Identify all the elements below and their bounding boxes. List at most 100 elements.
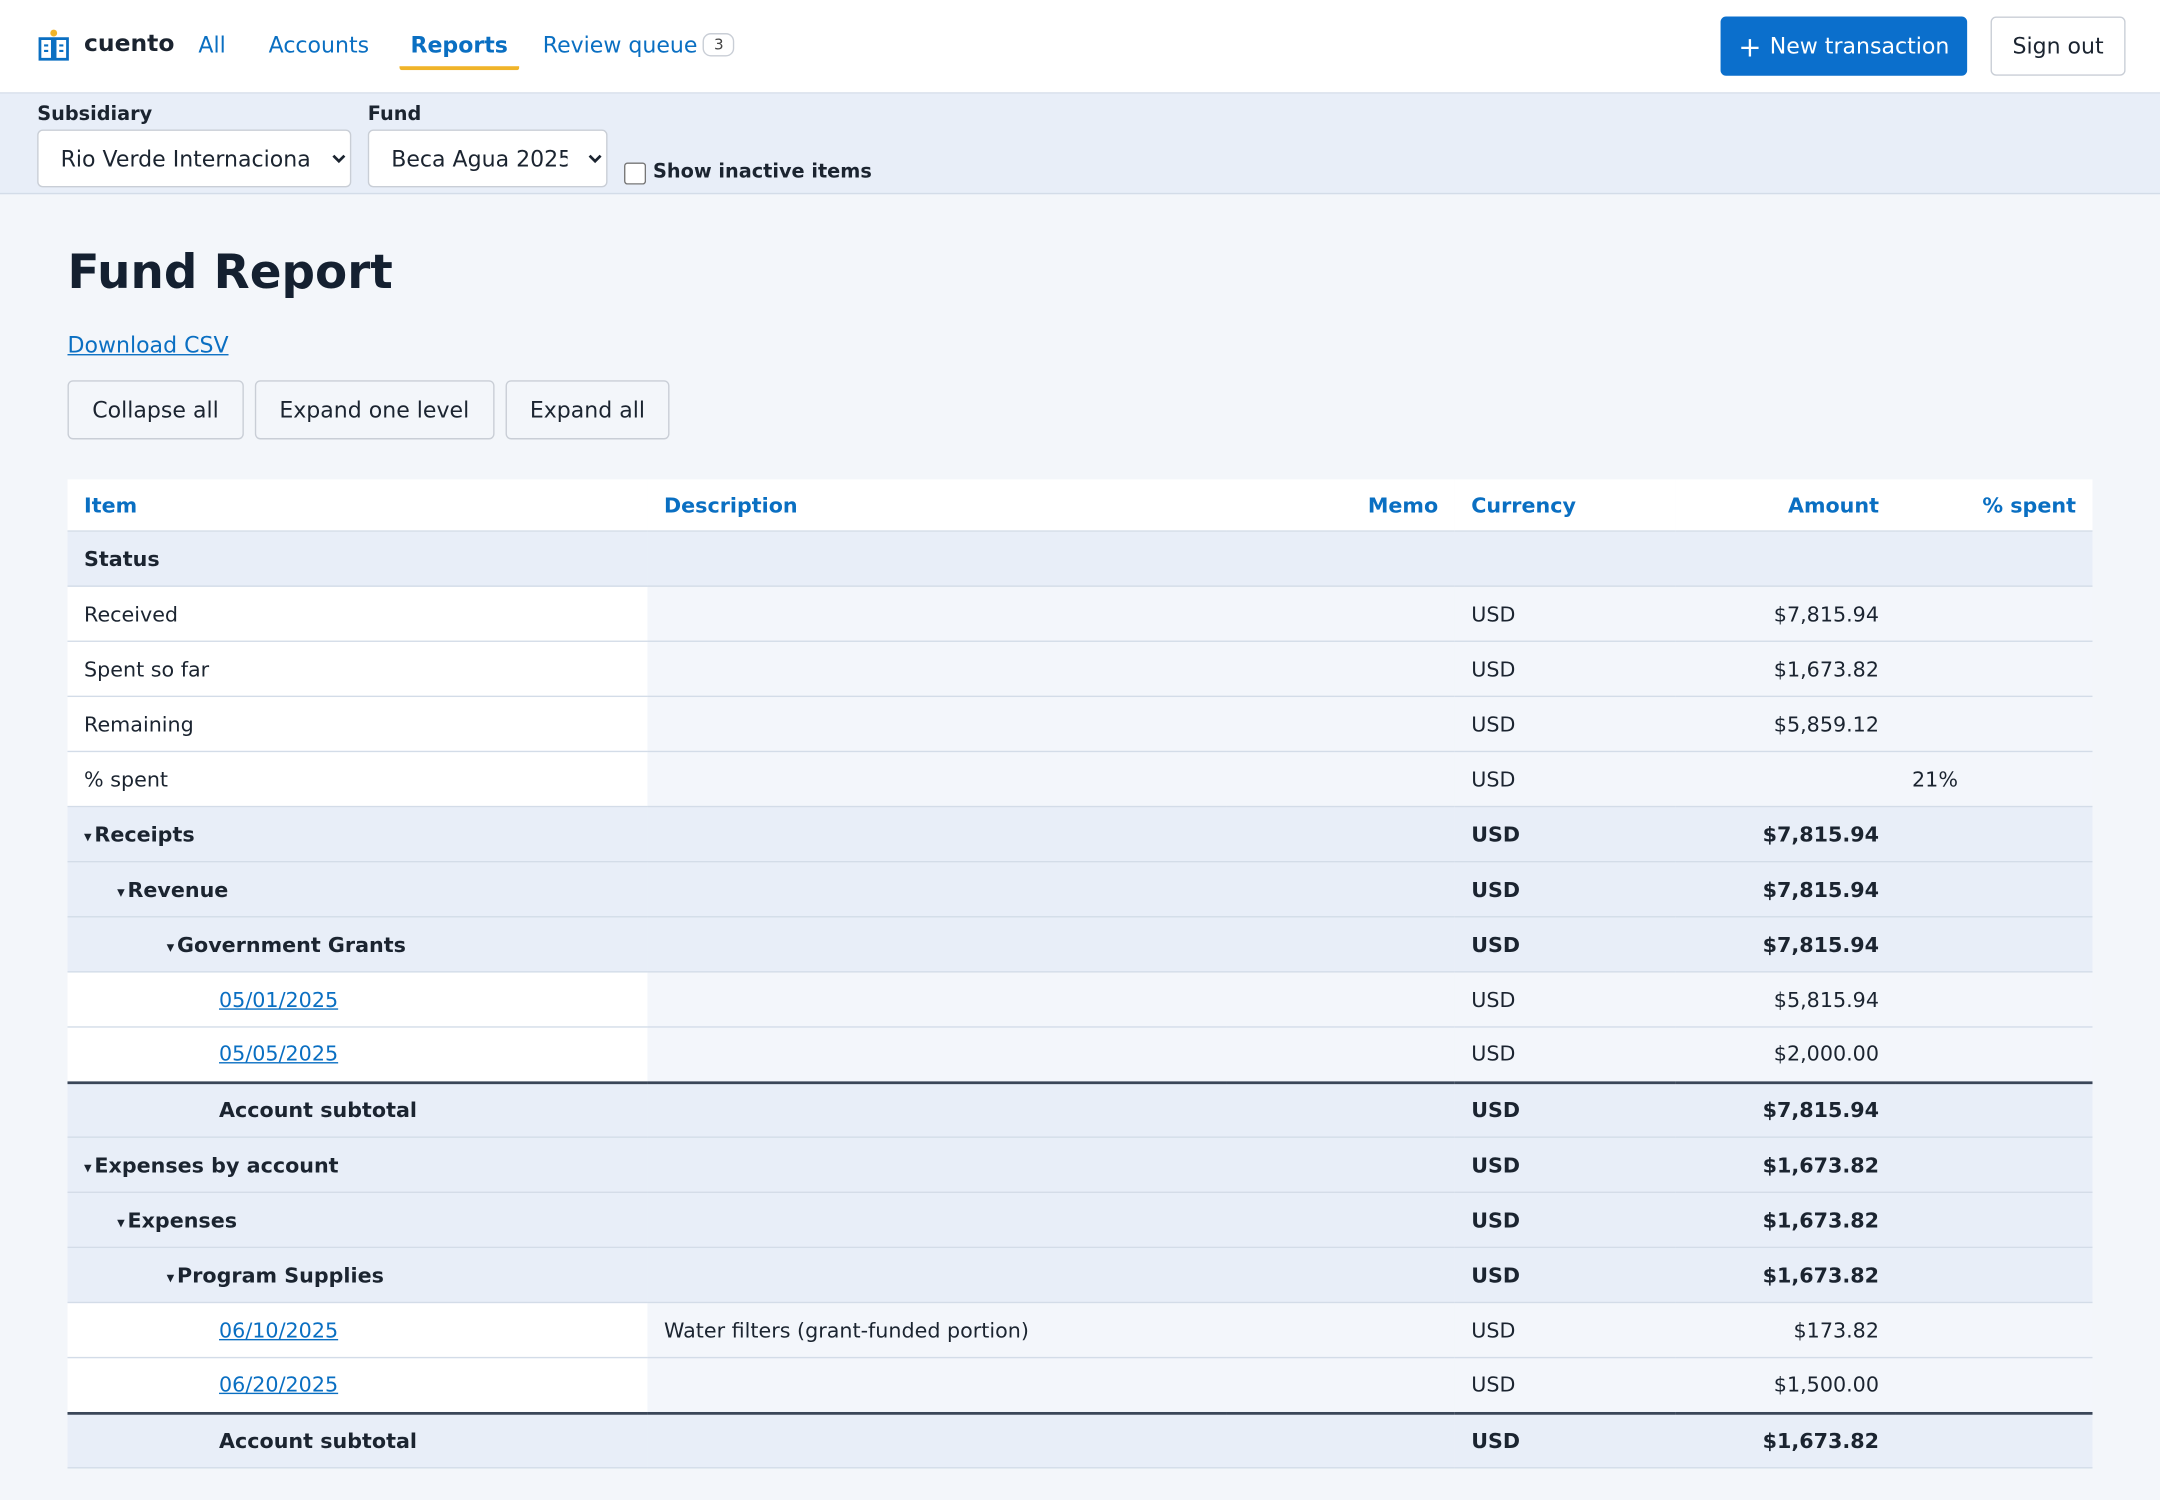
cell-memo	[1226, 1191, 1455, 1249]
filter-label: Subsidiary	[37, 103, 153, 126]
cell-description	[647, 1136, 1227, 1193]
logo-icon	[38, 29, 69, 61]
expand-toggle[interactable]: ▾	[84, 827, 92, 846]
cell-amount: $7,815.94	[1675, 916, 1896, 973]
nav-link[interactable]: Review queue 3	[543, 32, 735, 58]
expand-toggle[interactable]: ▾	[166, 937, 175, 956]
nav-link-active[interactable]: Reports	[399, 32, 519, 71]
expand-toggle[interactable]: ▾	[117, 1212, 125, 1231]
cell-description	[647, 971, 1227, 1028]
cell-amount: $1,673.82	[1675, 641, 1896, 698]
cell-item: Received	[67, 586, 648, 642]
cell-item: 06/20/2025	[67, 1357, 648, 1414]
cell-currency: USD	[1454, 971, 1676, 1028]
cell-description	[647, 1191, 1227, 1249]
cell-item: % spent	[67, 751, 648, 808]
cell-description	[647, 1357, 1227, 1414]
cell-spent	[1895, 1357, 2093, 1414]
toolbar: Collapse all Expand one level Expand all	[67, 380, 670, 440]
cell-currency: USD	[1454, 1357, 1676, 1414]
toolbar-button[interactable]: Collapse all	[67, 380, 244, 440]
cell-memo	[1226, 1026, 1455, 1083]
fund-select[interactable]: Beca Agua 2025	[367, 129, 608, 188]
cell-spent	[1895, 1411, 2093, 1469]
cell-spent	[1895, 916, 2093, 973]
sign-out-button[interactable]: Sign out	[1990, 16, 2126, 76]
expand-toggle[interactable]: ▾	[117, 882, 125, 901]
nav-link[interactable]: All	[198, 31, 226, 58]
group-name: Receipts	[94, 821, 195, 847]
cell-memo	[1226, 751, 1455, 808]
entry-row: 05/05/2025 USD $2,000.00	[67, 1026, 2093, 1083]
report-title: Fund Report	[67, 245, 393, 301]
report-table: Item Description Memo Currency Amount% spent…	[67, 479, 2093, 1469]
cell-description	[647, 1411, 1227, 1469]
cell-amount: $7,815.94	[1675, 586, 1896, 642]
download-link[interactable]: Download CSV	[67, 331, 229, 359]
cell-memo	[1226, 1302, 1455, 1359]
entry-date-link[interactable]: 05/05/2025	[219, 1041, 339, 1067]
column-header[interactable]: Memo	[1226, 479, 1455, 532]
subsidiary-select[interactable]: Rio Verde Internacional	[37, 129, 352, 188]
column-header[interactable]: Amount	[1675, 479, 1896, 532]
nav-link-text: Review queue	[542, 31, 698, 58]
cell-spent	[1895, 696, 2093, 753]
header-row: Item Description Memo Currency Amount% spent	[67, 479, 2093, 532]
cell-currency: USD	[1454, 1302, 1676, 1359]
column-header[interactable]: Item	[67, 479, 648, 532]
cell-currency: USD	[1454, 1246, 1676, 1304]
count-badge: 3	[702, 33, 735, 57]
nav-link[interactable]: Accounts	[268, 31, 370, 58]
cell-memo	[1226, 1411, 1455, 1469]
cell-currency: USD	[1454, 696, 1676, 753]
checkbox-label: Show inactive items	[652, 161, 872, 184]
expand-toggle[interactable]: ▾	[84, 1157, 92, 1176]
status-row: % spent USD 21%	[67, 751, 2093, 808]
cell-spent	[1895, 1191, 2093, 1249]
cell-spent	[1895, 860, 2093, 918]
entry-date-link[interactable]: 06/20/2025	[219, 1372, 339, 1398]
filter-label: Fund	[367, 103, 422, 126]
cell	[647, 531, 2093, 587]
cell-spent	[1895, 805, 2093, 863]
cell-item: Account subtotal	[67, 1411, 648, 1469]
column-header[interactable]: % spent	[1895, 479, 2093, 532]
column-header[interactable]: Currency	[1454, 479, 1676, 532]
cell-currency: USD	[1454, 641, 1676, 698]
expand-toggle[interactable]: ▾	[166, 1268, 175, 1286]
cell-spent	[1895, 1246, 2093, 1304]
cell-currency: USD	[1454, 916, 1676, 973]
entry-date-link[interactable]: 06/10/2025	[219, 1317, 339, 1343]
inactive-checkbox[interactable]	[624, 162, 647, 185]
cell-amount: $5,859.12	[1675, 696, 1896, 753]
cell-item: 05/05/2025	[67, 1026, 648, 1083]
top-nav: cuento All Accounts Reports Review queue…	[0, 0, 2160, 94]
column-header[interactable]: Description	[647, 479, 1227, 532]
entry-date-link[interactable]: 05/01/2025	[219, 987, 339, 1012]
group-name: Expenses	[127, 1207, 238, 1233]
group-row: ▾ Program Supplies USD $1,673.82	[67, 1246, 2093, 1304]
cell-amount	[1675, 751, 1896, 808]
cell-description	[647, 641, 1227, 698]
cell-spent	[1895, 1136, 2093, 1193]
cell-memo	[1226, 586, 1455, 642]
group-name: Expenses by account	[94, 1152, 339, 1178]
cell-description	[647, 916, 1227, 973]
cell-amount: $1,673.82	[1675, 1411, 1896, 1469]
cell-memo	[1226, 1357, 1455, 1414]
cell-memo	[1226, 1136, 1455, 1193]
status-row: Spent so far USD $1,673.82	[67, 641, 2093, 698]
cell-item: ▾ Revenue	[67, 860, 648, 918]
cell-spent	[1895, 1026, 2093, 1083]
cell-memo	[1226, 971, 1455, 1028]
cell-spent: 21%	[1895, 751, 2093, 808]
toolbar-button[interactable]: Expand all	[505, 380, 670, 440]
cell-amount: $7,815.94	[1675, 860, 1896, 918]
cell-amount: $7,815.94	[1675, 805, 1896, 863]
new-transaction-button[interactable]: + New transaction	[1720, 16, 1968, 76]
cell-spent	[1895, 1302, 2093, 1359]
cell-amount: $1,673.82	[1675, 1191, 1896, 1249]
toolbar-button[interactable]: Expand one level	[254, 380, 495, 440]
status-row: Received USD $7,815.94	[67, 586, 2093, 642]
